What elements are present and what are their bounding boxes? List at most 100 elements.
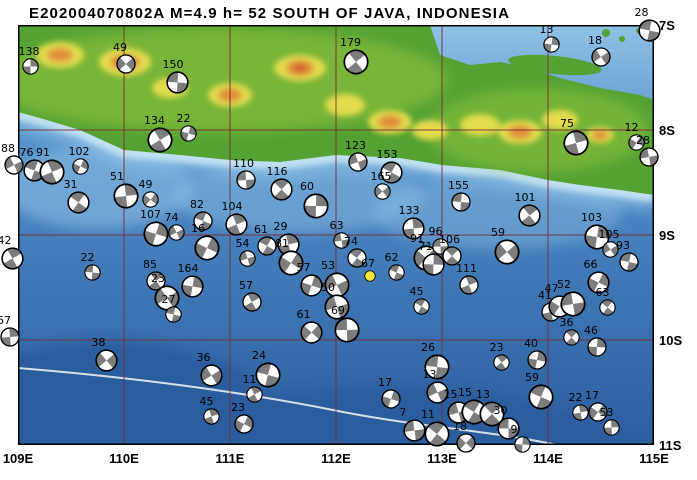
event-number-label: 18 <box>453 420 467 433</box>
focal-mechanism-symbol <box>141 190 159 208</box>
focal-mechanism-symbol <box>627 133 645 151</box>
focal-mechanism-symbol <box>401 216 425 240</box>
focal-mechanism-symbol <box>492 353 510 371</box>
event-number-label: 138 <box>18 44 40 58</box>
focal-mechanism-symbol <box>324 294 350 320</box>
event-number-label: 59 <box>525 371 539 384</box>
focal-mechanism-symbol <box>234 414 254 434</box>
focal-mechanism-symbol <box>571 403 589 421</box>
focal-mechanism-symbol <box>517 203 541 227</box>
focal-mechanism-symbol <box>451 192 471 212</box>
focal-mechanism-symbol <box>591 47 611 67</box>
focal-mechanism-symbol <box>299 273 323 297</box>
event-number-label: 102 <box>68 144 90 158</box>
lon-label: 115E <box>639 451 669 466</box>
event-number-label: 111 <box>456 262 477 275</box>
event-number-label: 22 <box>80 250 95 264</box>
focal-mechanism-symbol <box>601 240 619 258</box>
event-number-label: 106 <box>439 233 460 246</box>
event-number-label: 105 <box>598 227 620 241</box>
event-number-label: 42 <box>0 233 12 247</box>
event-number-label: 61 <box>254 223 268 236</box>
focal-mechanism-symbol <box>639 147 659 167</box>
event-number-label: 28 <box>634 5 649 19</box>
focal-mechanism-symbol <box>236 170 256 190</box>
focal-mechanism-symbol <box>513 435 531 453</box>
event-number-label: 76 <box>19 145 34 159</box>
focal-mechanism-symbol <box>343 49 369 75</box>
lon-label: 114E <box>533 451 563 466</box>
focal-mechanism-symbol <box>193 211 213 231</box>
event-number-label: 47 <box>544 281 559 295</box>
focal-mechanism-symbol <box>459 275 479 295</box>
madura-island <box>508 54 602 76</box>
focal-mechanism-symbol <box>619 252 639 272</box>
event-number-label: 81 <box>275 237 289 250</box>
focal-mechanism-symbol <box>179 124 197 142</box>
event-number-label: 40 <box>524 337 538 350</box>
focal-mechanism-symbol <box>167 223 185 241</box>
lat-label: 9S <box>659 228 675 243</box>
focal-mechanism-symbol <box>402 418 426 442</box>
focal-mechanism-symbol <box>303 193 329 219</box>
lat-label: 10S <box>659 333 683 348</box>
event-number-label: 45 <box>199 394 214 408</box>
event-number-label: 71 <box>418 239 433 253</box>
small-island <box>619 36 625 42</box>
lon-label: 112E <box>321 451 351 466</box>
focal-mechanism-symbol <box>165 70 189 94</box>
event-number-label: 91 <box>410 232 424 245</box>
event-number-label: 104 <box>221 199 243 213</box>
event-number-label: 38 <box>91 335 106 349</box>
event-number-label: 15 <box>443 387 458 401</box>
focal-mechanism-symbol <box>94 348 118 372</box>
event-number-label: 57 <box>296 260 311 274</box>
focal-mechanism-symbol <box>202 407 220 425</box>
event-number-label: 179 <box>340 36 361 49</box>
map-area <box>18 25 654 445</box>
focal-mechanism-symbol <box>562 328 580 346</box>
event-number-label: 30 <box>493 403 508 417</box>
event-number-label: 24 <box>252 349 266 362</box>
lon-label: 110E <box>109 451 139 466</box>
event-number-label: 7 <box>399 405 407 419</box>
focal-mechanism-symbol <box>147 127 173 153</box>
focal-mechanism-symbol <box>373 182 391 200</box>
focal-mechanism-symbol <box>425 380 449 404</box>
lat-label: 8S <box>659 123 675 138</box>
event-number-label: 29 <box>273 219 288 233</box>
focal-mechanism-symbol <box>143 221 169 247</box>
event-number-label: 63 <box>595 285 610 299</box>
focal-mechanism-symbol <box>602 418 620 436</box>
lon-label: 113E <box>427 451 457 466</box>
focal-mechanism-symbol <box>299 320 323 344</box>
focal-mechanism-symbol <box>257 236 277 256</box>
focal-mechanism-symbol <box>528 384 554 410</box>
event-number-label: 155 <box>448 179 469 192</box>
event-number-label: 11 <box>242 372 257 386</box>
event-number-label: 82 <box>190 198 204 211</box>
lon-label: 111E <box>215 451 245 466</box>
focal-mechanism-symbol <box>542 35 560 53</box>
focal-mechanism-symbol <box>0 246 24 270</box>
focal-mechanism-symbol <box>194 235 220 261</box>
focal-mechanism-symbol <box>245 385 263 403</box>
focal-mechanism-symbol <box>494 239 520 265</box>
event-number-label: 96 <box>428 224 443 238</box>
focal-mechanism-symbol <box>116 54 136 74</box>
lon-label: 109E <box>2 451 34 466</box>
event-number-label: 110 <box>233 157 254 170</box>
event-number-label: 23 <box>231 401 245 414</box>
event-number-label: 28 <box>636 134 650 147</box>
event-number-label: 134 <box>144 114 165 127</box>
focal-mechanism-symbol <box>424 354 450 380</box>
event-number-label: 22 <box>176 111 191 125</box>
event-number-label: 50 <box>321 281 335 294</box>
focal-mechanism-symbol <box>199 363 223 387</box>
event-number-label: 57 <box>239 279 253 292</box>
focal-mechanism-symbol <box>587 337 607 357</box>
event-number-label: 63 <box>329 218 344 232</box>
event-number-label: 62 <box>384 250 399 264</box>
focal-mechanism-symbol <box>431 237 449 255</box>
